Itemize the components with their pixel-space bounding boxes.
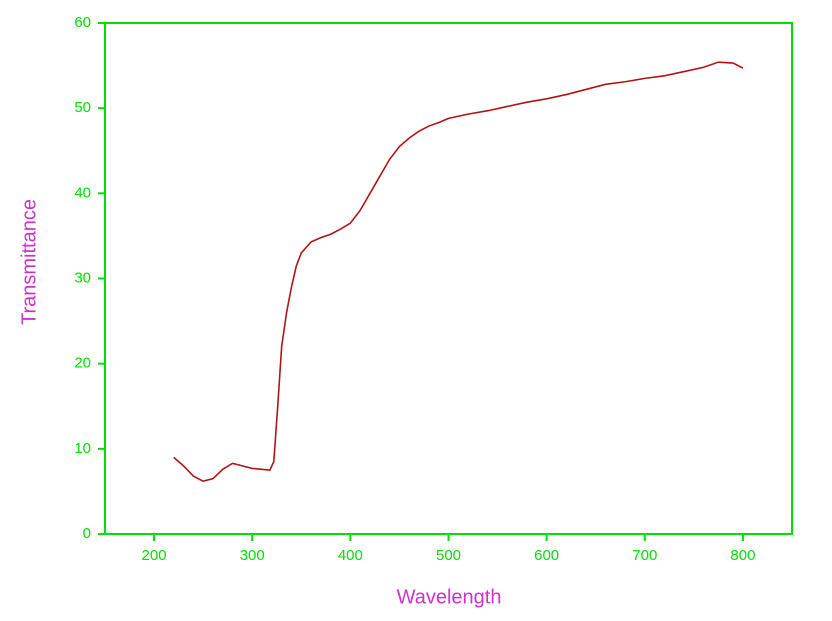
y-tick-label: 30 xyxy=(74,269,91,286)
y-tick-label: 50 xyxy=(74,99,91,116)
y-tick-label: 10 xyxy=(74,440,91,457)
x-tick-label: 700 xyxy=(632,547,657,564)
y-tick-label: 20 xyxy=(74,355,91,372)
y-axis-title: Transmittance xyxy=(18,199,40,325)
x-tick-label: 600 xyxy=(534,547,559,564)
x-tick-label: 500 xyxy=(436,547,461,564)
plot-frame xyxy=(104,22,793,535)
data-line xyxy=(173,61,744,483)
x-tick-label: 400 xyxy=(338,547,363,564)
y-tick-label: 40 xyxy=(74,184,91,201)
x-tick-label: 800 xyxy=(730,547,755,564)
x-tick-label: 200 xyxy=(142,547,167,564)
x-tick-label: 300 xyxy=(240,547,265,564)
y-tick-label: 60 xyxy=(74,14,91,31)
x-axis-title: Wavelength xyxy=(397,586,502,608)
y-tick-label: 0 xyxy=(83,525,91,542)
